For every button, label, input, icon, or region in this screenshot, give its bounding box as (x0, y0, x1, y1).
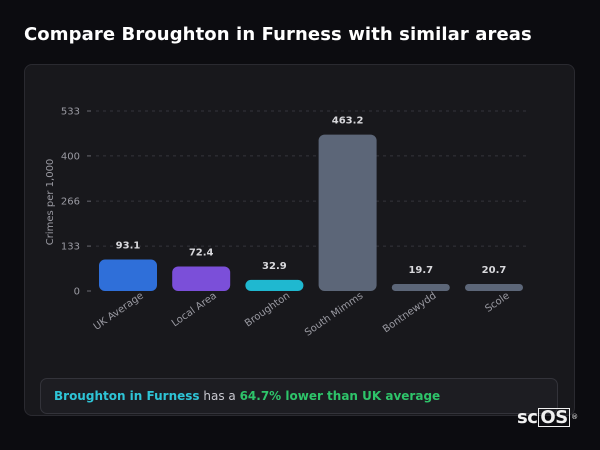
value-label: 463.2 (332, 116, 364, 127)
value-label: 93.1 (116, 241, 141, 252)
logo-sc: sc (517, 407, 538, 428)
summary-area-name: Broughton in Furness (54, 389, 200, 403)
grid-lines (87, 110, 530, 292)
category-label: Bontnewydd (381, 290, 439, 335)
y-tick-label: 400 (61, 151, 80, 162)
y-axis-ticks: 0 133 266 400 533 (61, 107, 80, 298)
bars (99, 134, 523, 291)
category-label: South Mimms (303, 290, 365, 338)
summary-comparison: 64.7% lower than UK average (239, 389, 441, 403)
y-tick-label: 533 (61, 107, 80, 118)
category-label: UK Average (92, 290, 146, 332)
value-label: 20.7 (482, 265, 507, 276)
y-tick-label: 0 (74, 287, 80, 298)
value-label: 19.7 (408, 265, 433, 276)
logo-os: OS (538, 407, 570, 428)
summary-box: Broughton in Furness has a 64.7% lower t… (40, 378, 558, 414)
category-label: Local Area (170, 290, 219, 329)
page-title: Compare Broughton in Furness with simila… (24, 24, 532, 45)
bar[interactable] (172, 266, 231, 291)
category-label: Scole (483, 290, 511, 314)
scos-logo: sc OS ® (517, 406, 578, 430)
y-tick-label: 133 (61, 242, 80, 253)
bar[interactable] (465, 284, 523, 291)
bar[interactable] (99, 259, 157, 291)
bar[interactable] (391, 284, 450, 291)
value-label: 32.9 (262, 261, 287, 272)
y-axis-label: Crimes per 1,000 (45, 159, 56, 246)
category-label: Broughton (243, 290, 292, 329)
value-labels: 93.1 72.4 32.9 463.2 19.7 20.7 (116, 116, 507, 276)
summary-text: has a (199, 389, 240, 403)
bar[interactable] (318, 134, 377, 291)
value-label: 72.4 (189, 248, 214, 259)
category-labels: UK Average Local Area Broughton South Mimms… (92, 290, 512, 338)
chart-card (24, 64, 575, 416)
y-tick-label: 266 (61, 197, 80, 208)
logo-registered-mark: ® (571, 413, 578, 421)
bar[interactable] (245, 279, 304, 291)
